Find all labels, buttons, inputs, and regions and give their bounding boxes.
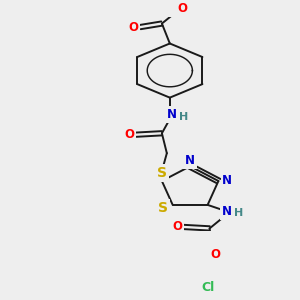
Text: O: O	[124, 128, 134, 141]
Text: O: O	[211, 248, 221, 261]
Text: O: O	[172, 220, 182, 233]
Text: Cl: Cl	[202, 281, 215, 294]
Text: O: O	[178, 2, 188, 15]
Text: H: H	[179, 112, 188, 122]
Text: N: N	[167, 108, 177, 121]
Text: O: O	[128, 21, 138, 34]
Text: S: S	[158, 202, 168, 215]
Text: S: S	[157, 166, 167, 180]
Text: N: N	[185, 154, 195, 167]
Text: H: H	[234, 208, 243, 218]
Text: N: N	[221, 205, 232, 218]
Text: N: N	[222, 175, 232, 188]
